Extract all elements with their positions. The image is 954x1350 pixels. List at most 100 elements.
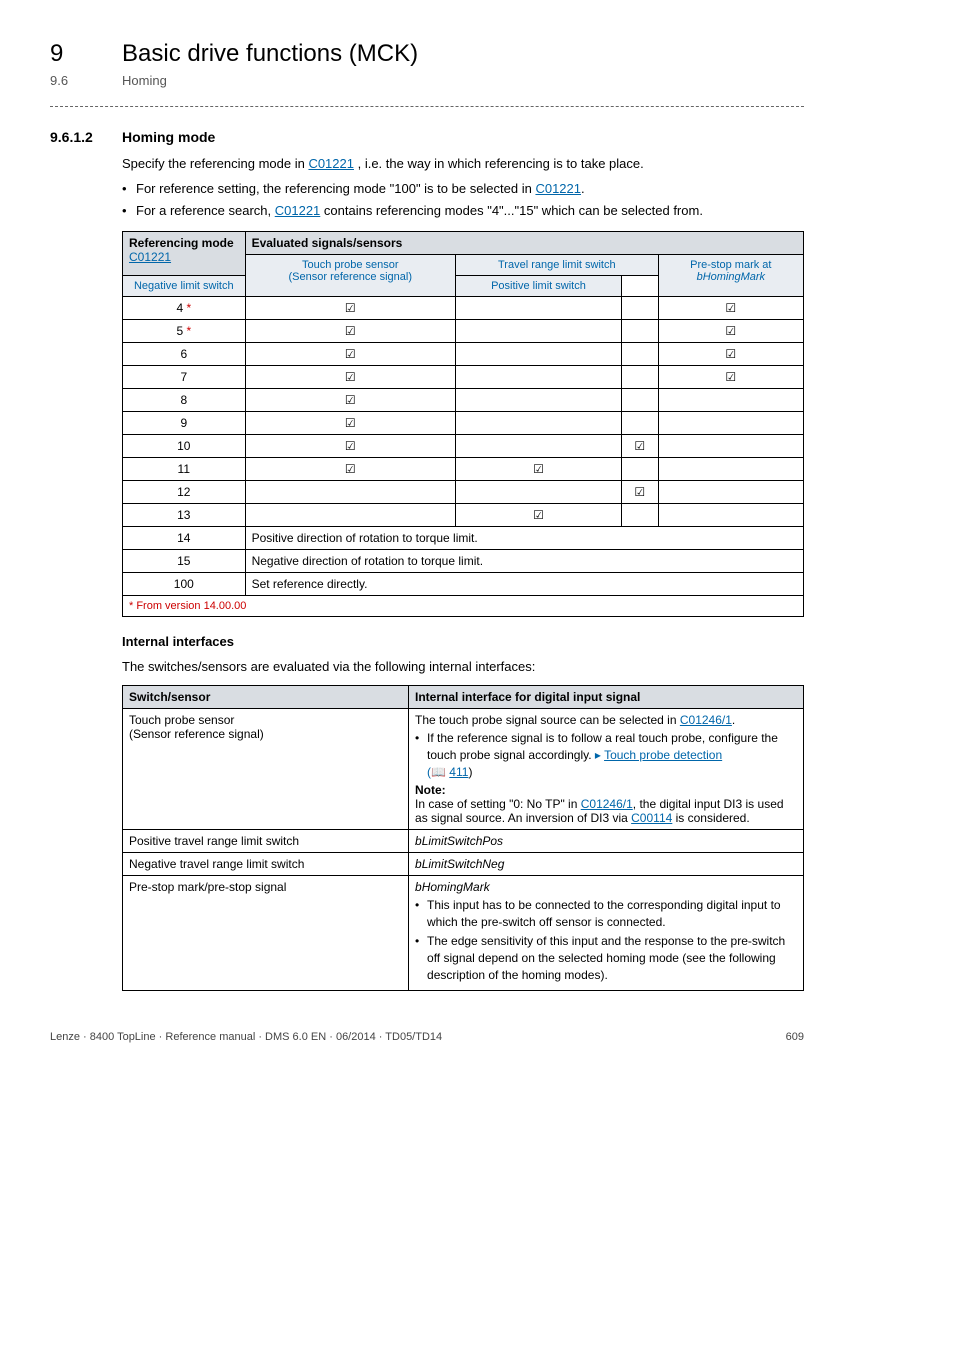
cell-neg <box>455 481 621 504</box>
t2-r1-b1-page-post: ) <box>468 765 472 779</box>
table-row: 13☑ <box>123 504 804 527</box>
chapter-number: 9 <box>50 40 122 69</box>
star-icon: * <box>186 324 191 338</box>
t2-r2-c2: bLimitSwitchPos <box>409 830 804 853</box>
cell-mode: 4 * <box>123 297 246 320</box>
t2-r1-note-pre: In case of setting "0: No TP" in <box>415 797 581 811</box>
section-title: Homing mode <box>122 129 215 145</box>
link-c01221-b1[interactable]: C01221 <box>535 181 581 196</box>
table-row: 6☑☑ <box>123 343 804 366</box>
table-row: 8☑ <box>123 389 804 412</box>
page-footer: Lenze · 8400 TopLine · Reference manual … <box>50 1031 804 1043</box>
cell-mark <box>658 412 803 435</box>
book-icon: (📖 <box>427 765 449 779</box>
table-row: 7☑☑ <box>123 366 804 389</box>
footer-left: Lenze · 8400 TopLine · Reference manual … <box>50 1031 442 1043</box>
referencing-mode-table: Referencing mode C01221 Evaluated signal… <box>122 231 804 617</box>
table-row: 5 *☑☑ <box>123 320 804 343</box>
subsection-number: 9.6 <box>50 73 122 88</box>
link-c01221-b2[interactable]: C01221 <box>275 203 321 218</box>
footer-right: 609 <box>786 1031 804 1043</box>
th-prestop: Pre-stop mark at bHomingMark <box>658 255 803 297</box>
cell-mode: 7 <box>123 366 246 389</box>
table-row: 4 *☑☑ <box>123 297 804 320</box>
link-c01246-1b[interactable]: C01246/1 <box>581 797 633 811</box>
cell-neg: ☑ <box>455 458 621 481</box>
t2-h1: Switch/sensor <box>123 686 409 709</box>
t2-r1-note-label: Note: <box>415 783 797 797</box>
cell-mark: ☑ <box>658 366 803 389</box>
cell-neg <box>455 389 621 412</box>
th-eval: Evaluated signals/sensors <box>245 232 803 255</box>
t2-r1-c1b: (Sensor reference signal) <box>129 727 264 741</box>
cell-neg <box>455 297 621 320</box>
link-page-411[interactable]: 411 <box>449 765 468 779</box>
cell-pos <box>622 297 659 320</box>
t2-r1-c1: Touch probe sensor (Sensor reference sig… <box>123 709 409 830</box>
table-row: 10☑☑ <box>123 435 804 458</box>
cell-pos: ☑ <box>622 481 659 504</box>
bullet-1: For reference setting, the referencing m… <box>122 180 804 199</box>
table-row: 15Negative direction of rotation to torq… <box>123 550 804 573</box>
cell-span-text: Positive direction of rotation to torque… <box>245 527 803 550</box>
section-body: Specify the referencing mode in C01221 ,… <box>122 155 804 992</box>
subsection-title: Homing <box>122 73 167 88</box>
t2-r1-b1: If the reference signal is to follow a r… <box>415 730 797 780</box>
arrow-icon: ▸ <box>595 748 601 762</box>
internal-intro: The switches/sensors are evaluated via t… <box>122 658 804 677</box>
cell-touch: ☑ <box>245 320 455 343</box>
list-item: The edge sensitivity of this input and t… <box>415 933 797 983</box>
cell-mode: 6 <box>123 343 246 366</box>
cell-mark <box>658 389 803 412</box>
cell-mark: ☑ <box>658 297 803 320</box>
t2-r1-lead-post: . <box>732 713 735 727</box>
cell-mode: 10 <box>123 435 246 458</box>
chapter-title: Basic drive functions (MCK) <box>122 40 418 68</box>
t2-r1-note-post: is considered. <box>672 811 749 825</box>
cell-mark <box>658 481 803 504</box>
th-mode-link[interactable]: C01221 <box>129 250 171 264</box>
cell-touch: ☑ <box>245 389 455 412</box>
t2-row-pos: Positive travel range limit switch bLimi… <box>123 830 804 853</box>
t2-r1-note: In case of setting "0: No TP" in C01246/… <box>415 797 797 825</box>
bullet-1-pre: For reference setting, the referencing m… <box>136 181 535 196</box>
th-neg: Negative limit switch <box>123 276 246 297</box>
cell-touch: ☑ <box>245 366 455 389</box>
t2-r4-c2: bHomingMark This input has to be connect… <box>409 876 804 991</box>
cell-mode: 9 <box>123 412 246 435</box>
table-row: 9☑ <box>123 412 804 435</box>
cell-pos <box>622 389 659 412</box>
internal-interfaces-table: Switch/sensor Internal interface for dig… <box>122 685 804 991</box>
cell-mode: 15 <box>123 550 246 573</box>
cell-pos <box>622 412 659 435</box>
cell-span-text: Set reference directly. <box>245 573 803 596</box>
th-pos: Positive limit switch <box>455 276 621 297</box>
star-icon: * <box>186 301 191 315</box>
cell-touch <box>245 481 455 504</box>
link-touch-probe-detection[interactable]: Touch probe detection <box>604 748 722 762</box>
cell-touch <box>245 504 455 527</box>
th-travel: Travel range limit switch <box>455 255 658 276</box>
link-c01246-1[interactable]: C01246/1 <box>680 713 732 727</box>
cell-pos: ☑ <box>622 435 659 458</box>
cell-mode: 11 <box>123 458 246 481</box>
cell-neg <box>455 343 621 366</box>
th-touch: Touch probe sensor (Sensor reference sig… <box>245 255 455 297</box>
cell-mode: 12 <box>123 481 246 504</box>
cell-mode: 13 <box>123 504 246 527</box>
link-c00114[interactable]: C00114 <box>631 811 672 825</box>
t2-r1-b1-page: (📖 411) <box>427 765 472 779</box>
cell-pos <box>622 504 659 527</box>
th-mode: Referencing mode C01221 <box>123 232 246 276</box>
cell-neg <box>455 320 621 343</box>
cell-mark: ☑ <box>658 343 803 366</box>
table-row: 11☑☑ <box>123 458 804 481</box>
link-c01221[interactable]: C01221 <box>308 156 354 171</box>
t2-r1-c2: The touch probe signal source can be sel… <box>409 709 804 830</box>
bullet-1-post: . <box>581 181 585 196</box>
th-touch-2: (Sensor reference signal) <box>289 271 413 283</box>
internal-heading: Internal interfaces <box>122 633 804 652</box>
intro-pre: Specify the referencing mode in <box>122 156 308 171</box>
cell-touch: ☑ <box>245 297 455 320</box>
cell-neg <box>455 435 621 458</box>
